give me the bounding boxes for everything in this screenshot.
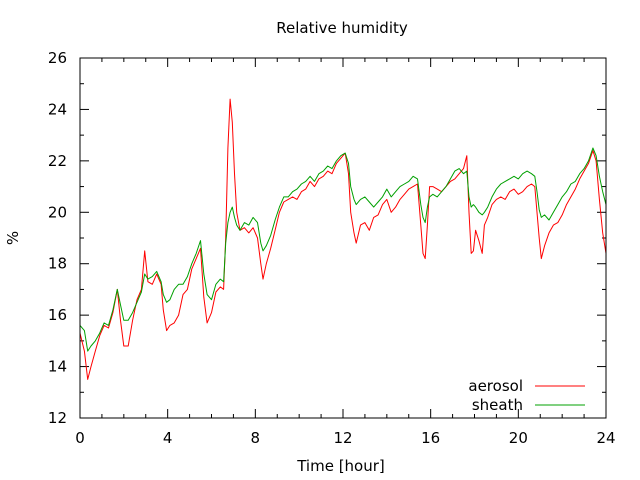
series-line-aerosol <box>79 98 607 380</box>
series-layer <box>79 98 607 380</box>
x-tick-label: 16 <box>421 429 440 447</box>
y-tick-label: 14 <box>48 358 67 376</box>
y-tick-label: 22 <box>48 152 67 170</box>
axis-ticks: 0 4 8 12 16 20 24 12 14 16 18 20 22 24 26 <box>48 49 616 447</box>
y-axis-label: % <box>4 231 22 245</box>
y-tick-label: 16 <box>48 306 67 324</box>
y-tick-label: 12 <box>48 409 67 427</box>
y-tick-label: 18 <box>48 255 67 273</box>
series-line-sheath <box>79 147 607 352</box>
x-tick-label: 4 <box>163 429 173 447</box>
legend-label-sheath: sheath <box>472 396 523 414</box>
plot-frame <box>79 57 607 419</box>
x-axis-label: Time [hour] <box>296 457 385 475</box>
x-tick-label: 24 <box>596 429 615 447</box>
y-tick-label: 26 <box>48 49 67 67</box>
x-tick-label: 20 <box>509 429 528 447</box>
chart-title: Relative humidity <box>276 19 408 37</box>
x-tick-label: 0 <box>75 429 85 447</box>
x-tick-label: 8 <box>251 429 261 447</box>
y-tick-label: 24 <box>48 100 67 118</box>
legend-label-aerosol: aerosol <box>468 377 523 395</box>
y-tick-label: 20 <box>48 203 67 221</box>
x-tick-label: 12 <box>333 429 352 447</box>
